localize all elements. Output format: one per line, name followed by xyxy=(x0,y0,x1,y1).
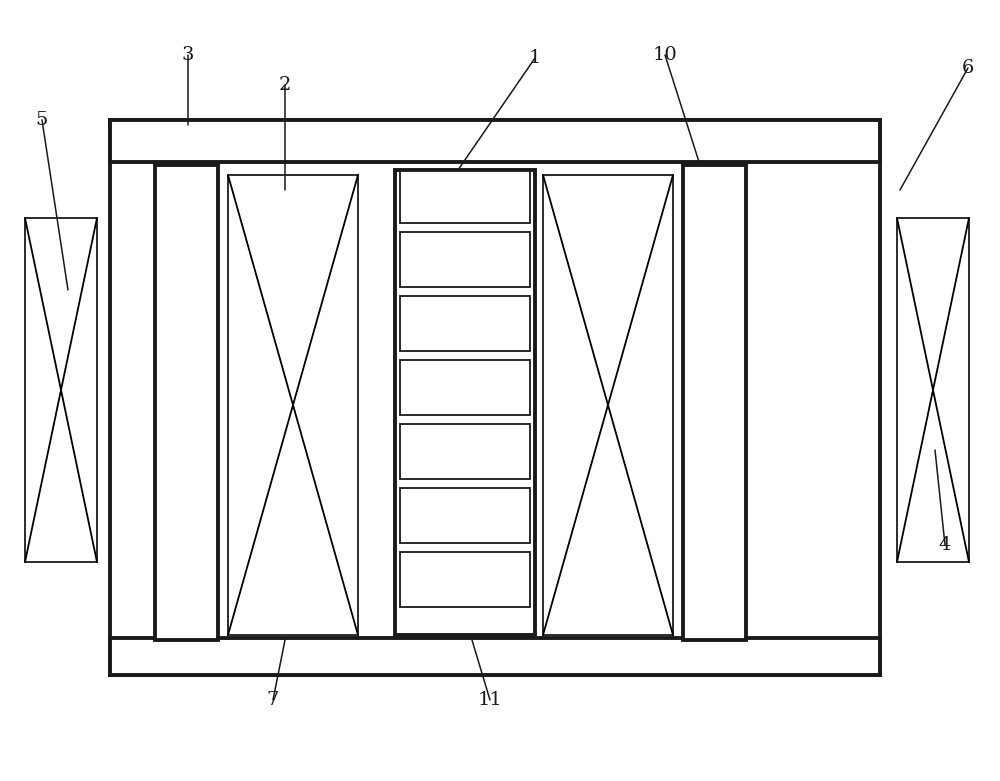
Bar xyxy=(683,165,746,640)
Bar xyxy=(400,360,530,415)
Bar xyxy=(395,170,535,635)
Text: 7: 7 xyxy=(267,691,279,709)
Text: 10: 10 xyxy=(653,46,677,64)
Text: 11: 11 xyxy=(478,691,502,709)
Bar xyxy=(228,175,358,635)
Text: 4: 4 xyxy=(939,536,951,554)
Bar xyxy=(110,120,880,162)
Bar xyxy=(400,232,530,287)
Bar xyxy=(897,218,969,562)
Bar xyxy=(400,424,530,479)
Text: 5: 5 xyxy=(36,111,48,129)
Bar xyxy=(400,296,530,351)
Bar xyxy=(25,218,97,562)
Bar xyxy=(400,552,530,607)
Bar xyxy=(543,175,673,635)
Bar xyxy=(400,171,530,223)
Text: 3: 3 xyxy=(182,46,194,64)
Text: 2: 2 xyxy=(279,76,291,94)
Bar xyxy=(155,165,218,640)
Bar xyxy=(110,120,880,675)
Bar xyxy=(110,638,880,675)
Text: 1: 1 xyxy=(529,49,541,67)
Bar xyxy=(400,488,530,543)
Text: 6: 6 xyxy=(962,59,974,77)
